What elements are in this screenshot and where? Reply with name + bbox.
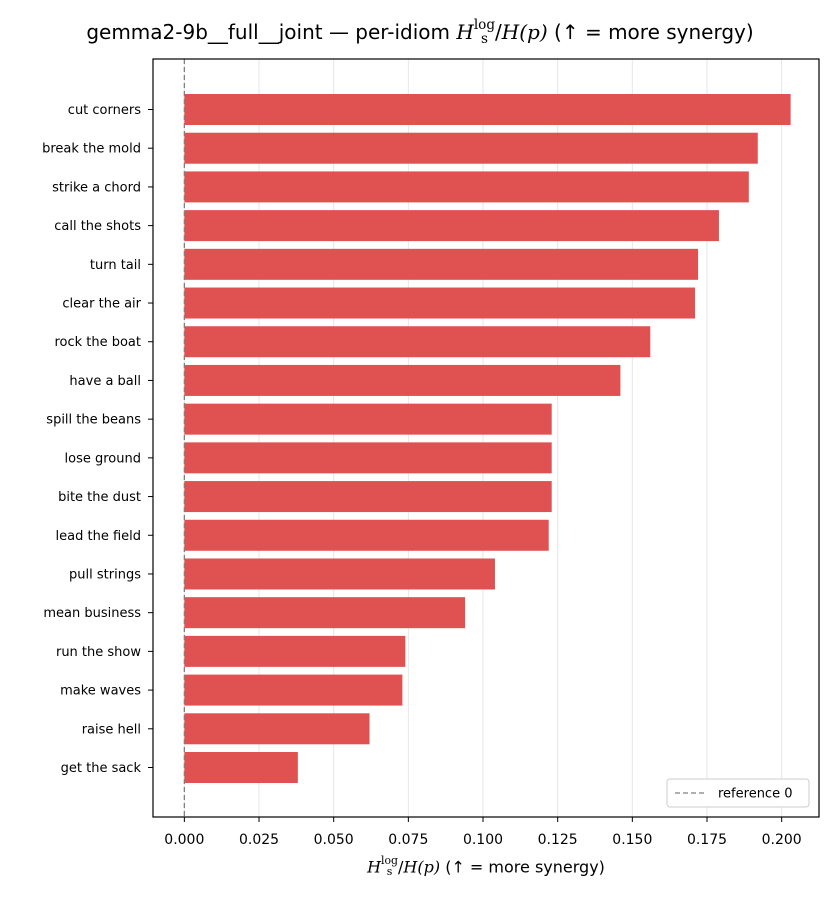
- title-math-sub: s: [480, 30, 488, 47]
- title-math-p: (p): [519, 20, 548, 45]
- x-tick-label: 0.050: [314, 832, 354, 848]
- title-math-h: H: [456, 20, 474, 45]
- xlabel-math-over: /: [398, 857, 404, 877]
- bar-cut-corners: [184, 94, 791, 125]
- category-label: make waves: [60, 684, 141, 699]
- category-label: get the sack: [61, 761, 142, 776]
- category-label: pull strings: [69, 567, 141, 582]
- category-label: have a ball: [69, 374, 141, 389]
- x-axis-label-suffix: (↑ = more synergy): [440, 857, 605, 877]
- xlabel-math-scripts: log s: [381, 854, 399, 878]
- category-label: call the shots: [54, 219, 141, 234]
- legend-label: reference 0: [718, 787, 792, 802]
- xlabel-math-sup: log: [381, 854, 399, 867]
- bar-turn-tail: [184, 248, 699, 280]
- bar-call-the-shots: [184, 210, 719, 242]
- category-label: raise hell: [82, 722, 141, 737]
- category-label: run the show: [56, 645, 141, 660]
- category-label: spill the beans: [46, 413, 141, 428]
- bar-pull-strings: [184, 558, 495, 590]
- bar-get-the-sack: [184, 752, 298, 783]
- category-label: break the mold: [42, 142, 141, 157]
- chart-title-prefix: gemma2-9b__full__joint — per-idiom: [86, 20, 457, 45]
- category-label: bite the dust: [58, 490, 141, 505]
- category-label: lead the field: [56, 529, 141, 544]
- title-math-sup: log: [473, 17, 496, 33]
- bar-lead-the-field: [184, 519, 549, 551]
- legend-box: [666, 778, 810, 808]
- bar-mean-business: [184, 597, 466, 629]
- title-math-hp: H: [501, 20, 520, 45]
- bar-raise-hell: [184, 713, 370, 745]
- bar-strike-a-chord: [184, 171, 749, 203]
- x-tick-label: 0.150: [612, 832, 652, 848]
- x-tick-label: 0.100: [463, 832, 503, 848]
- x-tick-label: 0.075: [388, 832, 428, 848]
- bar-make-waves: [184, 674, 403, 706]
- category-label: clear the air: [62, 297, 141, 312]
- xlabel-math-p: (p): [417, 857, 441, 877]
- bar-rock-the-boat: [184, 326, 651, 358]
- x-tick-label: 0.200: [762, 832, 802, 848]
- x-tick-label: 0.000: [164, 832, 204, 848]
- category-label: turn tail: [90, 258, 141, 273]
- title-math-scripts: log s: [473, 17, 496, 47]
- x-tick-label: 0.125: [538, 832, 578, 848]
- bar-run-the-show: [184, 635, 406, 667]
- chart-title-suffix: (↑ = more synergy): [547, 20, 754, 45]
- xlabel-math-hp: H: [403, 857, 418, 877]
- bar-have-a-ball: [184, 364, 621, 396]
- category-label: lose ground: [65, 451, 141, 466]
- bar-bite-the-dust: [184, 481, 552, 513]
- bar-break-the-mold: [184, 132, 758, 164]
- axes: 0.000 0.025 0.050 0.075 0.100 0.125 0.150 0.175…: [42, 58, 820, 848]
- category-label: strike a chord: [52, 180, 141, 195]
- plot-frame: [152, 58, 820, 818]
- bar-clear-the-air: [184, 287, 696, 319]
- x-tick-label: 0.025: [239, 832, 279, 848]
- bar-lose-ground: [184, 442, 552, 474]
- bar-spill-the-beans: [184, 403, 552, 435]
- x-tick-label: 0.175: [687, 832, 727, 848]
- category-label: mean business: [43, 606, 141, 621]
- legend: reference 0: [666, 778, 810, 808]
- category-label: rock the boat: [54, 335, 141, 350]
- category-label: cut corners: [68, 103, 141, 118]
- xlabel-math-h: H: [367, 857, 382, 877]
- xlabel-math-sub: s: [386, 864, 393, 878]
- title-math-over: /: [495, 20, 502, 45]
- bars: [184, 94, 791, 783]
